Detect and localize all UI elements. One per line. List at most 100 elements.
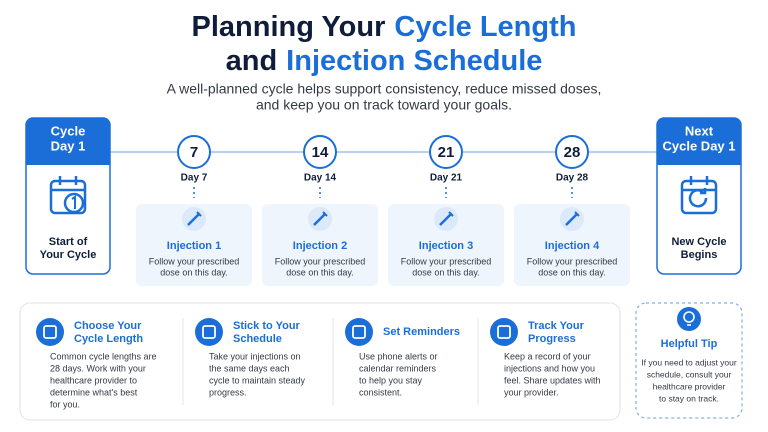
tip-body: feel. Share updates with bbox=[504, 375, 601, 385]
helpful-tip-box bbox=[635, 302, 743, 419]
injection-body: Follow your prescribed bbox=[527, 256, 618, 266]
injection-card bbox=[262, 204, 378, 286]
tip-body: consistent. bbox=[359, 387, 402, 397]
tip-body: Keep a record of your bbox=[504, 351, 591, 361]
calendar-icon bbox=[680, 179, 718, 215]
day-number: 7 bbox=[190, 144, 198, 161]
injection-card bbox=[136, 204, 252, 286]
injection-body: Follow your prescribed bbox=[401, 256, 492, 266]
tip-body: Use phone alerts or bbox=[359, 351, 438, 361]
tip-body: healthcare provider to bbox=[50, 375, 137, 385]
tip-title: Schedule bbox=[233, 333, 282, 345]
tip-icon-glyph bbox=[497, 325, 511, 339]
day-label: Day 21 bbox=[430, 173, 463, 184]
day-marker bbox=[177, 135, 211, 169]
tip-icon-glyph bbox=[352, 325, 366, 339]
subtitle: and keep you on track toward your goals. bbox=[256, 97, 512, 113]
helpful-tip-title: Helpful Tip bbox=[661, 338, 718, 350]
end-card-label: New Cycle bbox=[671, 236, 726, 248]
title-line: Planning Your Cycle Length bbox=[192, 11, 577, 43]
end-card-title: Cycle Day 1 bbox=[663, 138, 736, 153]
tips-panel bbox=[19, 302, 621, 421]
tip-icon bbox=[490, 318, 518, 346]
tip-title: Track Your bbox=[528, 320, 585, 332]
title-text: and bbox=[226, 45, 278, 77]
tip-title: Cycle Length bbox=[74, 333, 143, 345]
day-number: 28 bbox=[564, 144, 581, 161]
tip-title: Set Reminders bbox=[383, 326, 460, 338]
end-card-label: Your Cycle bbox=[40, 249, 97, 261]
injection-body: dose on this day. bbox=[538, 267, 605, 277]
subtitle: A well-planned cycle helps support consi… bbox=[167, 81, 602, 97]
calendar-icon bbox=[49, 179, 87, 215]
title-text: Planning Your bbox=[192, 11, 386, 43]
tip-title: Choose Your bbox=[74, 320, 142, 332]
tip-icon bbox=[36, 318, 64, 346]
day-label: Day 14 bbox=[304, 173, 337, 184]
injection-body: Follow your prescribed bbox=[275, 256, 366, 266]
tip-bulb-bg bbox=[677, 307, 701, 331]
syringe-plunger bbox=[574, 211, 580, 217]
end-card-label: Begins bbox=[681, 249, 718, 261]
tip-body: for you. bbox=[50, 399, 80, 409]
day-marker bbox=[429, 135, 463, 169]
injection-card bbox=[388, 204, 504, 286]
tip-body: to help you stay bbox=[359, 375, 423, 385]
syringe-icon bbox=[187, 213, 200, 226]
tip-icon bbox=[345, 318, 373, 346]
tip-body: injections and how you bbox=[504, 363, 595, 373]
tip-icon-glyph bbox=[202, 325, 216, 339]
tip-body: Take your injections on bbox=[209, 351, 301, 361]
tip-body: progress. bbox=[209, 387, 247, 397]
syringe-icon bbox=[439, 213, 452, 226]
injection-body: dose on this day. bbox=[286, 267, 353, 277]
day-number: 21 bbox=[438, 144, 455, 161]
end-card-header bbox=[26, 118, 110, 165]
syringe-plunger bbox=[196, 211, 202, 217]
injection-title: Injection 3 bbox=[419, 240, 473, 252]
day-label: Day 28 bbox=[556, 173, 589, 184]
end-card-title: Day 1 bbox=[51, 138, 86, 153]
injection-title: Injection 1 bbox=[167, 240, 221, 252]
title-line: and Injection Schedule bbox=[226, 45, 543, 77]
tip-body: your provider. bbox=[504, 387, 559, 397]
syringe-icon bbox=[313, 213, 326, 226]
title-accent: Cycle Length bbox=[394, 11, 576, 43]
helpful-tip-body: healthcare provider bbox=[653, 381, 726, 391]
day-marker bbox=[303, 135, 337, 169]
end-card-header bbox=[657, 118, 741, 165]
day-number: 14 bbox=[312, 144, 329, 161]
day-marker bbox=[555, 135, 589, 169]
end-card-title: Next bbox=[685, 123, 714, 138]
tip-title: Stick to Your bbox=[233, 320, 301, 332]
helpful-tip-body: to stay on track. bbox=[659, 393, 719, 403]
tip-body: Common cycle lengths are bbox=[50, 351, 157, 361]
restart-arrow bbox=[700, 188, 707, 195]
injection-title: Injection 2 bbox=[293, 240, 347, 252]
tip-icon-glyph bbox=[43, 325, 57, 339]
badge-digit bbox=[71, 195, 76, 209]
injection-body: Follow your prescribed bbox=[149, 256, 240, 266]
injection-card bbox=[514, 204, 630, 286]
syringe-icon bbox=[565, 213, 578, 226]
injection-body: dose on this day. bbox=[412, 267, 479, 277]
tip-body: calendar reminders bbox=[359, 363, 437, 373]
end-card-label: Start of bbox=[49, 236, 88, 248]
tip-bulb bbox=[683, 311, 695, 323]
injection-title: Injection 4 bbox=[545, 240, 600, 252]
tip-icon bbox=[195, 318, 223, 346]
tip-body: determine what's best bbox=[50, 387, 138, 397]
title-accent: Injection Schedule bbox=[286, 45, 542, 77]
tip-title: Progress bbox=[528, 333, 576, 345]
helpful-tip-body: schedule, consult your bbox=[647, 369, 732, 379]
syringe-plunger bbox=[448, 211, 454, 217]
tip-body: 28 days. Work with your bbox=[50, 363, 146, 373]
helpful-tip-body: If you need to adjust your bbox=[641, 357, 737, 367]
tip-body: the same days each bbox=[209, 363, 290, 373]
syringe-plunger bbox=[322, 211, 328, 217]
restart-icon bbox=[688, 189, 708, 208]
day-label: Day 7 bbox=[181, 173, 208, 184]
tip-body: cycle to maintain steady bbox=[209, 375, 306, 385]
end-card-title: Cycle bbox=[51, 123, 86, 138]
